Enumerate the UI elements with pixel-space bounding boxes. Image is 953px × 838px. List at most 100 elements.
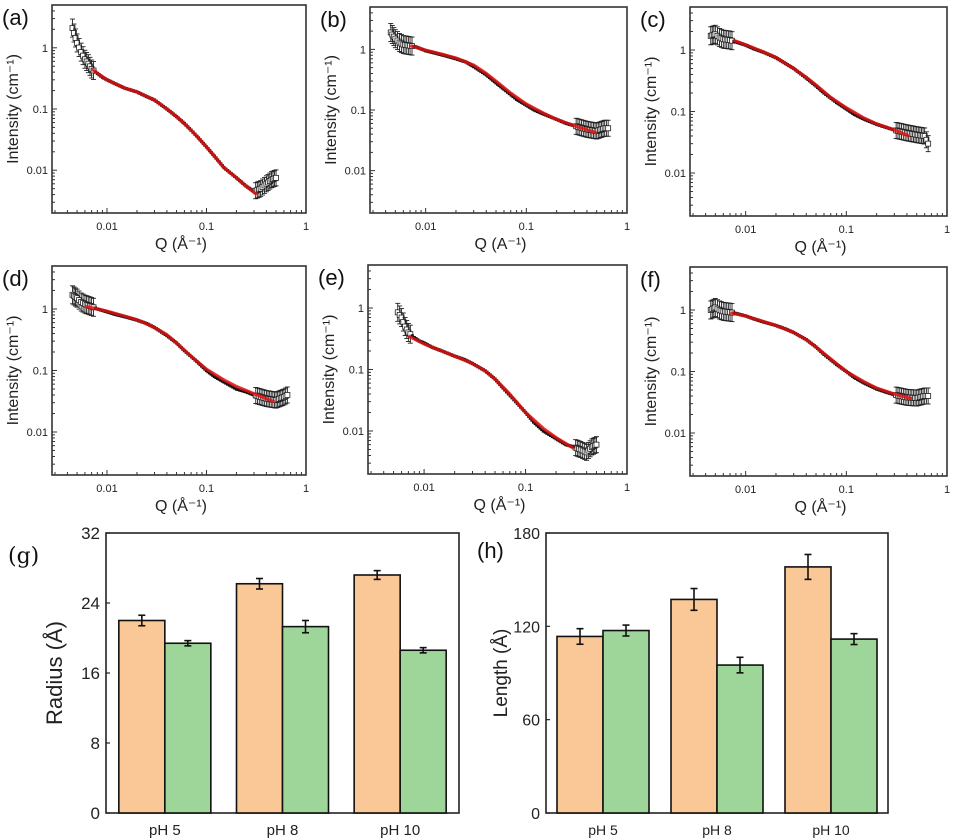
panel-h: 0 60 120 180 pH 5 pH 8 pH 10 Length (Å) (h) [477, 526, 889, 838]
panel-a: 0.01 0.1 1 0.01 0.1 1 Q (Å⁻¹) Intensity (cm⁻¹) (… [2, 4, 309, 253]
x-tick-label: 0.1 [839, 484, 854, 496]
data-point-open [925, 140, 932, 147]
bar [353, 574, 401, 814]
y-tick-label: 0.01 [343, 426, 364, 438]
data-point [542, 429, 545, 433]
panel-label: (g) [8, 544, 39, 569]
data-point [224, 381, 227, 385]
panel-label: (a) [2, 5, 29, 30]
panel-label: (b) [320, 7, 347, 32]
panel-g: 0 8 16 24 32 pH 5 pH 8 pH 10 Radius (Å) (g) [8, 524, 460, 838]
data-point [852, 112, 856, 116]
x-tick-label: pH 8 [267, 822, 299, 838]
x-tick-label: 0.01 [96, 221, 117, 233]
bar [399, 649, 447, 814]
y-tick-label: 8 [91, 734, 100, 753]
x-tick-label: 0.1 [199, 483, 214, 495]
bar [281, 625, 330, 814]
y-tick-label: 0.01 [27, 427, 48, 439]
panel-label: (h) [477, 538, 504, 563]
data-point [536, 424, 541, 429]
data-point [532, 420, 535, 424]
data-point [225, 382, 230, 386]
x-tick-label: 1 [303, 221, 309, 233]
y-axis-label: Radius (Å) [42, 621, 67, 725]
panel-c: 0.01 0.1 1 0.01 0.1 1 Q (Å⁻¹) Intensity (cm⁻¹) (… [640, 6, 950, 256]
y-tick-label: 0.01 [345, 166, 366, 178]
y-axis-label: Intensity (cm⁻¹) [643, 317, 660, 427]
data-point [231, 385, 235, 389]
y-tick-label: 0.01 [665, 428, 686, 440]
y-tick-label: 0.1 [349, 365, 364, 377]
y-tick-label: 1 [680, 45, 686, 57]
x-axis-label: Q (Å⁻¹) [795, 497, 847, 516]
x-tick-label: 0.1 [199, 221, 214, 233]
bar [830, 638, 878, 814]
x-tick-label: 1 [944, 224, 950, 236]
data-series [69, 18, 279, 200]
data-point [211, 374, 215, 377]
data-point [543, 430, 547, 434]
bar [556, 635, 604, 814]
x-tick-label: 0.01 [735, 224, 756, 236]
y-tick-label: 1 [42, 304, 48, 316]
data-point [212, 374, 216, 379]
data-point [515, 98, 518, 101]
fit-line [409, 44, 598, 135]
data-point-open [273, 174, 279, 181]
bar [784, 566, 832, 814]
data-point [538, 426, 542, 430]
data-point [222, 380, 226, 384]
y-tick-label: 0.1 [671, 107, 686, 119]
panel-e: 0.01 0.1 1 0.01 0.1 1 Q (Å⁻¹) Intensity (cm⁻¹) (… [318, 264, 630, 514]
y-tick-label: 180 [513, 526, 540, 543]
panel-label: (e) [318, 265, 345, 290]
panel-label: (d) [2, 266, 29, 291]
fit-line [407, 334, 575, 450]
y-tick-label: 0.1 [351, 105, 366, 117]
bar [235, 582, 284, 814]
data-point [533, 421, 537, 426]
y-axis-label: Intensity (cm⁻¹) [5, 316, 22, 426]
y-tick-label: 16 [81, 664, 100, 683]
x-tick-label: 1 [624, 221, 630, 233]
data-point [535, 423, 539, 427]
x-tick-label: 0.1 [839, 224, 854, 236]
y-tick-label: 32 [81, 524, 100, 543]
y-axis-label: Intensity (cm⁻¹) [643, 57, 660, 167]
x-tick-label: 1 [624, 482, 630, 494]
x-axis-label: Q (A⁻¹) [475, 236, 527, 253]
y-tick-label: 0.01 [665, 168, 686, 180]
y-tick-label: 1 [42, 43, 48, 55]
y-tick-label: 0 [531, 806, 540, 823]
x-tick-label: pH 8 [702, 822, 732, 838]
data-series [387, 23, 612, 140]
x-tick-label: pH 10 [812, 822, 850, 838]
x-tick-label: pH 10 [380, 822, 420, 838]
y-tick-label: 0.1 [671, 367, 686, 379]
y-tick-label: 1 [358, 303, 364, 315]
bar [118, 619, 166, 814]
x-tick-label: pH 5 [588, 822, 618, 838]
x-tick-label: pH 5 [149, 822, 181, 838]
data-point-open [593, 441, 600, 448]
x-tick-label: 0.01 [413, 482, 434, 494]
data-point-open [925, 393, 932, 399]
panel-b: 0.01 0.1 1 0.01 0.1 1 Q (A⁻¹) Intensity (cm⁻¹) (… [320, 6, 630, 253]
x-axis-label: Q (Å⁻¹) [155, 234, 207, 253]
y-axis-label: Intensity (cm⁻¹) [321, 315, 338, 425]
y-tick-label: 0 [91, 804, 100, 823]
data-point [215, 376, 220, 380]
y-tick-label: 24 [81, 594, 100, 613]
fit-line [84, 304, 275, 404]
x-tick-label: 1 [944, 484, 950, 496]
data-point [238, 388, 241, 392]
x-tick-label: 0.1 [518, 482, 533, 494]
data-point [218, 378, 221, 381]
bar [716, 664, 764, 814]
bar [164, 642, 212, 814]
x-tick-label: 1 [303, 483, 309, 495]
data-point [233, 386, 237, 390]
data-point [545, 432, 549, 435]
y-tick-label: 0.1 [33, 366, 48, 378]
